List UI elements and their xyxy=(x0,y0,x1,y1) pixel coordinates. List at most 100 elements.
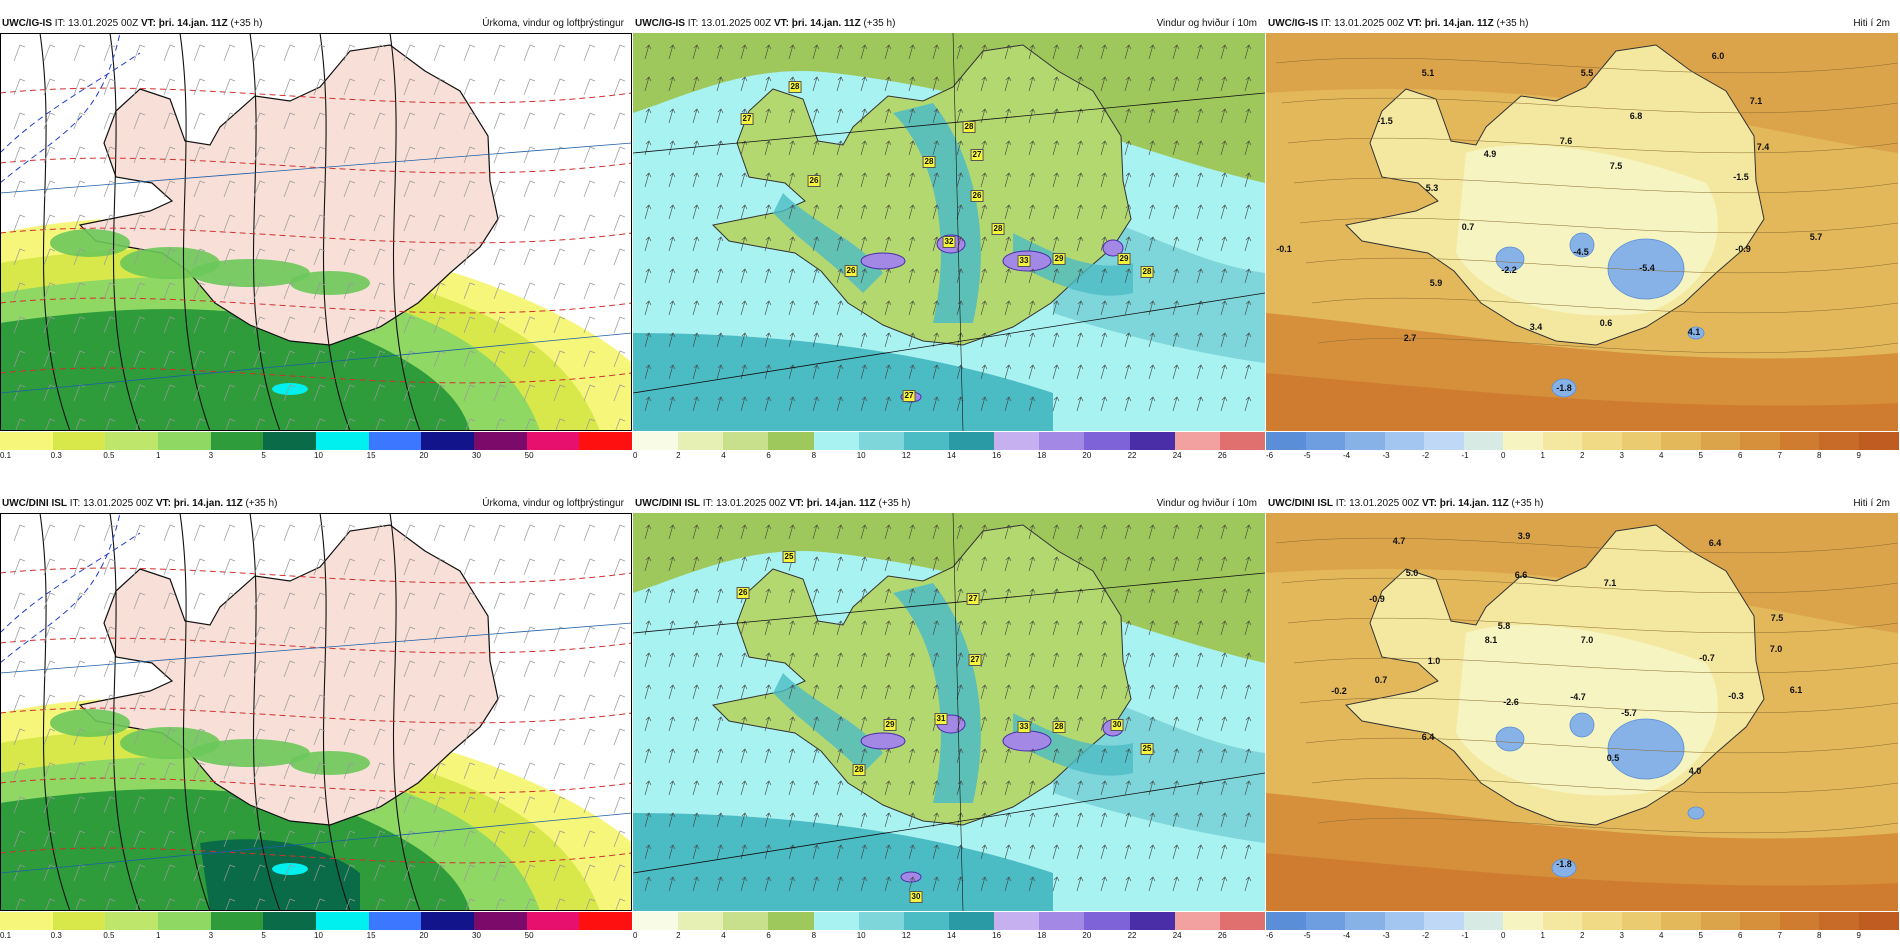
colorbar-segment xyxy=(1129,432,1176,450)
colorbar-segment xyxy=(158,432,212,450)
temperature-label: 7.1 xyxy=(1749,96,1763,106)
temperature-label: 6.6 xyxy=(1514,570,1528,580)
map-graphic xyxy=(0,33,632,431)
colorbar-segment xyxy=(633,432,679,450)
colorbar-tick: 22 xyxy=(1127,931,1137,940)
colorbar-segment xyxy=(1621,912,1662,930)
valid-time-label: VT: xyxy=(140,18,156,29)
colorbar-tick: 14 xyxy=(947,931,956,940)
temperature-label: 0.5 xyxy=(1606,753,1620,763)
colorbar-tick: -6 xyxy=(1266,931,1274,940)
valid-time-label: VT: xyxy=(1406,18,1422,29)
gust-label: 30 xyxy=(1110,719,1124,731)
colorbar-tick: 6 xyxy=(766,931,771,940)
colorbar-segment xyxy=(1819,912,1859,930)
temperature-label: 6.4 xyxy=(1708,538,1722,548)
colorbar-tick: 0.5 xyxy=(103,451,115,460)
colorbar-segment xyxy=(768,432,815,450)
colorbar-tick: -4 xyxy=(1343,451,1351,460)
map-area xyxy=(0,33,632,431)
colorbar-segment xyxy=(1661,912,1701,930)
map-graphic xyxy=(0,513,632,911)
gust-label: 28 xyxy=(991,223,1005,235)
map-area: 5.1 -1.5 5.5 6.0 7.1 6.8 7.6 7.5 7.4 4.9 5.3 -1.5 0.… xyxy=(1266,33,1898,431)
temperature-label: 3.4 xyxy=(1529,322,1543,332)
colorbar-segment xyxy=(1858,912,1899,930)
colorbar-tick: 30 xyxy=(472,451,481,460)
colorbar-segment xyxy=(52,432,106,450)
colorbar-tick: 18 xyxy=(1037,451,1047,460)
colorbar-segment xyxy=(1582,432,1622,450)
colorbar-segment xyxy=(1621,432,1662,450)
map-area: 4.7 3.9 6.4 5.0 -0.9 6.6 7.1 5.8 8.1 7.0 7.5 7.0 1.0… xyxy=(1266,513,1898,911)
map-panel-ig-precip: UWC/IG-IS IT: 13.01.2025 00Z VT: þri. 14… xyxy=(0,0,633,462)
temperature-label: 4.1 xyxy=(1687,327,1701,337)
temperature-label: 4.0 xyxy=(1688,766,1702,776)
colorbar-segment xyxy=(1345,432,1385,450)
colorbar-tick: 30 xyxy=(472,931,481,940)
temperature-label: 7.5 xyxy=(1609,161,1623,171)
gust-label: 29 xyxy=(883,719,897,731)
colorbar-segment xyxy=(1503,912,1543,930)
colorbar-segment xyxy=(1129,912,1176,930)
colorbar-segment xyxy=(1661,432,1701,450)
panel-header: UWC/IG-IS IT: 13.01.2025 00Z VT: þri. 14… xyxy=(2,18,630,32)
temperature-label: 7.0 xyxy=(1769,644,1783,654)
colorbar-tick: 10 xyxy=(856,451,866,460)
colorbar-segment xyxy=(768,912,815,930)
colorbar-tick: 2 xyxy=(676,931,681,940)
colorbar-segment xyxy=(474,432,528,450)
temperature-label: 5.8 xyxy=(1497,621,1511,631)
colorbar-segment xyxy=(526,432,580,450)
lead-time: (+35 h) xyxy=(878,498,911,509)
panel-header: UWC/DINI ISL IT: 13.01.2025 00Z VT: þri.… xyxy=(635,498,1263,512)
colorbar-segment xyxy=(723,912,769,930)
gust-label: 29 xyxy=(1117,253,1131,265)
colorbar-tick: 5 xyxy=(261,451,266,460)
init-time: IT: 13.01.2025 00Z xyxy=(69,498,154,509)
colorbar-segment xyxy=(316,432,370,450)
colorbar-segment xyxy=(1424,432,1464,450)
colorbar-tick: 15 xyxy=(366,931,376,940)
colorbar-tick: 10 xyxy=(314,931,323,940)
colorbar-segment xyxy=(678,912,724,930)
temperature-label: -2.6 xyxy=(1503,697,1519,707)
colorbar-tick: 4 xyxy=(721,451,726,460)
colorbar-segment xyxy=(1174,432,1221,450)
valid-time: þri. 14.jan. 11Z xyxy=(158,18,228,29)
temperature-label: 0.6 xyxy=(1599,318,1613,328)
colorbar-segment xyxy=(1582,912,1622,930)
temperature-label: 3.9 xyxy=(1517,531,1531,541)
temperature-label: -1.8 xyxy=(1556,859,1572,869)
colorbar-tick: 2 xyxy=(1580,451,1585,460)
valid-time-label: VT: xyxy=(155,498,171,509)
gust-label: 28 xyxy=(922,156,936,168)
colorbar-tick: 4 xyxy=(1659,451,1664,460)
colorbar-segment xyxy=(210,432,264,450)
init-time: IT: 13.01.2025 00Z xyxy=(1335,498,1420,509)
colorbar-segment xyxy=(1219,912,1266,930)
colorbar-segment xyxy=(1740,912,1780,930)
colorbar: 0.1 0.3 0.5 1 3 5 10 15 20 30 50 xyxy=(0,912,633,940)
colorbar-tick: 8 xyxy=(811,451,817,460)
colorbar-tick: 20 xyxy=(419,451,429,460)
colorbar-tick: 10 xyxy=(856,931,866,940)
colorbar-segment xyxy=(1305,432,1346,450)
colorbar-segment xyxy=(1542,432,1583,450)
colorbar-tick: 26 xyxy=(1217,451,1227,460)
colorbar-segment xyxy=(474,912,528,930)
temperature-label: 7.4 xyxy=(1756,142,1770,152)
colorbar-tick: 12 xyxy=(901,451,911,460)
lead-time: (+35 h) xyxy=(1511,498,1544,509)
colorbar-segment xyxy=(633,912,679,930)
map-graphic xyxy=(1266,513,1898,911)
colorbar-segment xyxy=(1266,912,1306,930)
temperature-label: -5.4 xyxy=(1639,263,1655,273)
gust-label: 26 xyxy=(736,587,750,599)
valid-time: þri. 14.jan. 11Z xyxy=(791,18,861,29)
colorbar-segment xyxy=(723,432,769,450)
colorbar-tick: 7 xyxy=(1777,451,1782,460)
model-name: UWC/IG-IS xyxy=(2,18,52,29)
colorbar-segment xyxy=(526,912,580,930)
temperature-label: 5.5 xyxy=(1580,68,1594,78)
